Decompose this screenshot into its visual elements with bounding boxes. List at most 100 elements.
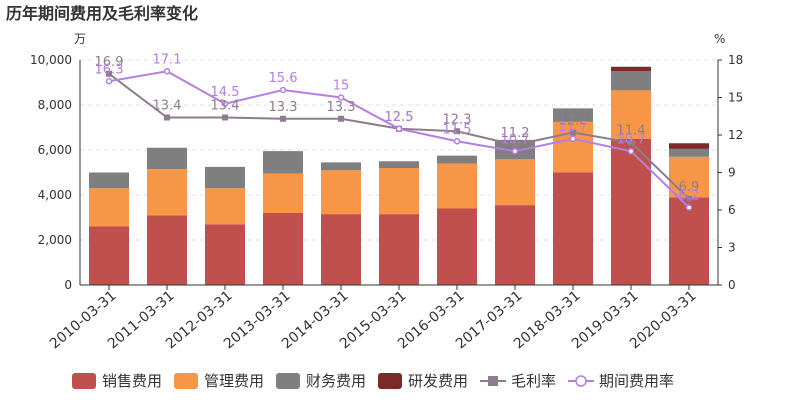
line-point <box>570 129 576 136</box>
bar-segment <box>147 215 187 285</box>
y-left-tick-label: 2,000 <box>38 233 72 247</box>
data-label: 12.5 <box>385 110 414 125</box>
legend-swatch <box>72 373 96 389</box>
line-point <box>512 142 518 148</box>
y-left-tick-label: 8,000 <box>38 98 72 112</box>
bar-segment <box>205 224 245 285</box>
bar-segment <box>263 173 303 213</box>
line-point <box>280 115 286 122</box>
data-label: 15.6 <box>269 71 298 86</box>
bar-segment <box>495 159 535 206</box>
bar-segment <box>321 170 361 215</box>
right-axis-unit: % <box>714 32 725 46</box>
data-label: 12.2 <box>559 114 588 129</box>
lines <box>105 68 693 211</box>
y-left-tick-label: 4,000 <box>38 188 72 202</box>
legend-label: 毛利率 <box>511 372 556 390</box>
data-label: 13.3 <box>327 100 356 115</box>
bar-segment <box>321 162 361 171</box>
line-point <box>569 135 577 142</box>
bar-segment <box>553 108 593 122</box>
y-right-tick-label: 3 <box>728 241 736 255</box>
data-label: 6.9 <box>679 180 700 195</box>
legend-label: 研发费用 <box>408 372 468 390</box>
legend-marker <box>488 376 498 386</box>
bar-segment <box>263 151 303 174</box>
data-label: 11.2 <box>501 126 530 141</box>
bars <box>89 66 709 285</box>
bar-segment <box>437 155 477 164</box>
line-point <box>105 78 113 85</box>
data-labels: 16.9 13.4 13.4 13.3 13.3 12.5 12.3 11.2 12.2 11.4… <box>95 52 700 203</box>
line-point <box>222 114 228 121</box>
legend-item[interactable]: 销售费用 <box>72 372 162 390</box>
data-label: 16.3 <box>95 62 124 77</box>
left-axis-unit: 万 <box>74 32 86 46</box>
bar-segment <box>147 169 187 216</box>
y-left-tick-label: 10,000 <box>30 53 72 67</box>
bar-segment <box>89 172 129 189</box>
line-point <box>395 125 403 132</box>
bar-segment <box>89 188 129 227</box>
y-right-tick-label: 6 <box>728 203 736 217</box>
bar-segment <box>611 90 651 139</box>
line-point <box>106 70 112 77</box>
y-right-tick-label: 18 <box>728 53 743 67</box>
bar-segment <box>611 138 651 285</box>
chart-title: 历年期间费用及毛利率变化 <box>6 4 198 23</box>
legend-item[interactable]: 毛利率 <box>480 372 556 390</box>
legend-swatch <box>276 373 300 389</box>
legend-swatch <box>174 373 198 389</box>
bar-segment <box>205 166 245 189</box>
line-point <box>163 68 171 75</box>
bar-segment <box>205 188 245 225</box>
bar-segment <box>669 197 709 285</box>
legend-label: 管理费用 <box>204 372 264 390</box>
line-point <box>685 204 693 211</box>
legend-item[interactable]: 管理费用 <box>174 372 264 390</box>
bar-segment <box>611 66 651 72</box>
legend-label: 期间费用率 <box>599 372 674 390</box>
bar-segment <box>263 213 303 285</box>
data-label: 12.5 <box>385 110 414 125</box>
bar-segment <box>669 143 709 149</box>
data-label: 13.3 <box>269 100 298 115</box>
bar-segment <box>669 148 709 157</box>
bar-segment <box>89 226 129 285</box>
bar-segment <box>147 147 187 170</box>
bar-segment <box>553 172 593 285</box>
data-label: 16.9 <box>95 55 124 70</box>
y-right-tick-label: 0 <box>728 278 736 292</box>
line-point <box>511 148 519 155</box>
data-label: 6.2 <box>679 189 700 204</box>
legend-item[interactable]: 期间费用率 <box>568 372 674 390</box>
bar-segment <box>669 156 709 198</box>
line-point <box>221 100 229 107</box>
bar-segment <box>437 163 477 209</box>
data-label: 14.5 <box>211 85 240 100</box>
line-point <box>628 139 634 146</box>
y-right-tick-label: 15 <box>728 91 743 105</box>
data-label: 12.3 <box>443 112 472 127</box>
data-label: 15 <box>333 79 350 94</box>
line-point <box>686 195 692 202</box>
bar-segment <box>611 71 651 91</box>
bar-segment <box>379 161 419 168</box>
legend[interactable]: 销售费用 管理费用 财务费用 研发费用 毛利率 期间费用率 <box>72 372 674 390</box>
data-label: 17.1 <box>153 52 182 67</box>
legend-marker <box>575 375 587 387</box>
legend-item[interactable]: 财务费用 <box>276 372 366 390</box>
line-point <box>337 94 345 101</box>
line-point <box>279 86 287 94</box>
legend-item[interactable]: 研发费用 <box>378 372 468 390</box>
bar-segment <box>437 208 477 285</box>
line-point <box>164 114 170 121</box>
line-point <box>453 138 461 145</box>
data-label: 13.4 <box>211 99 240 114</box>
y-right-tick-label: 9 <box>728 166 736 180</box>
data-label: 10.7 <box>501 132 530 147</box>
data-label: 11.5 <box>443 122 472 137</box>
line-point <box>454 128 460 135</box>
legend-swatch <box>378 373 402 389</box>
